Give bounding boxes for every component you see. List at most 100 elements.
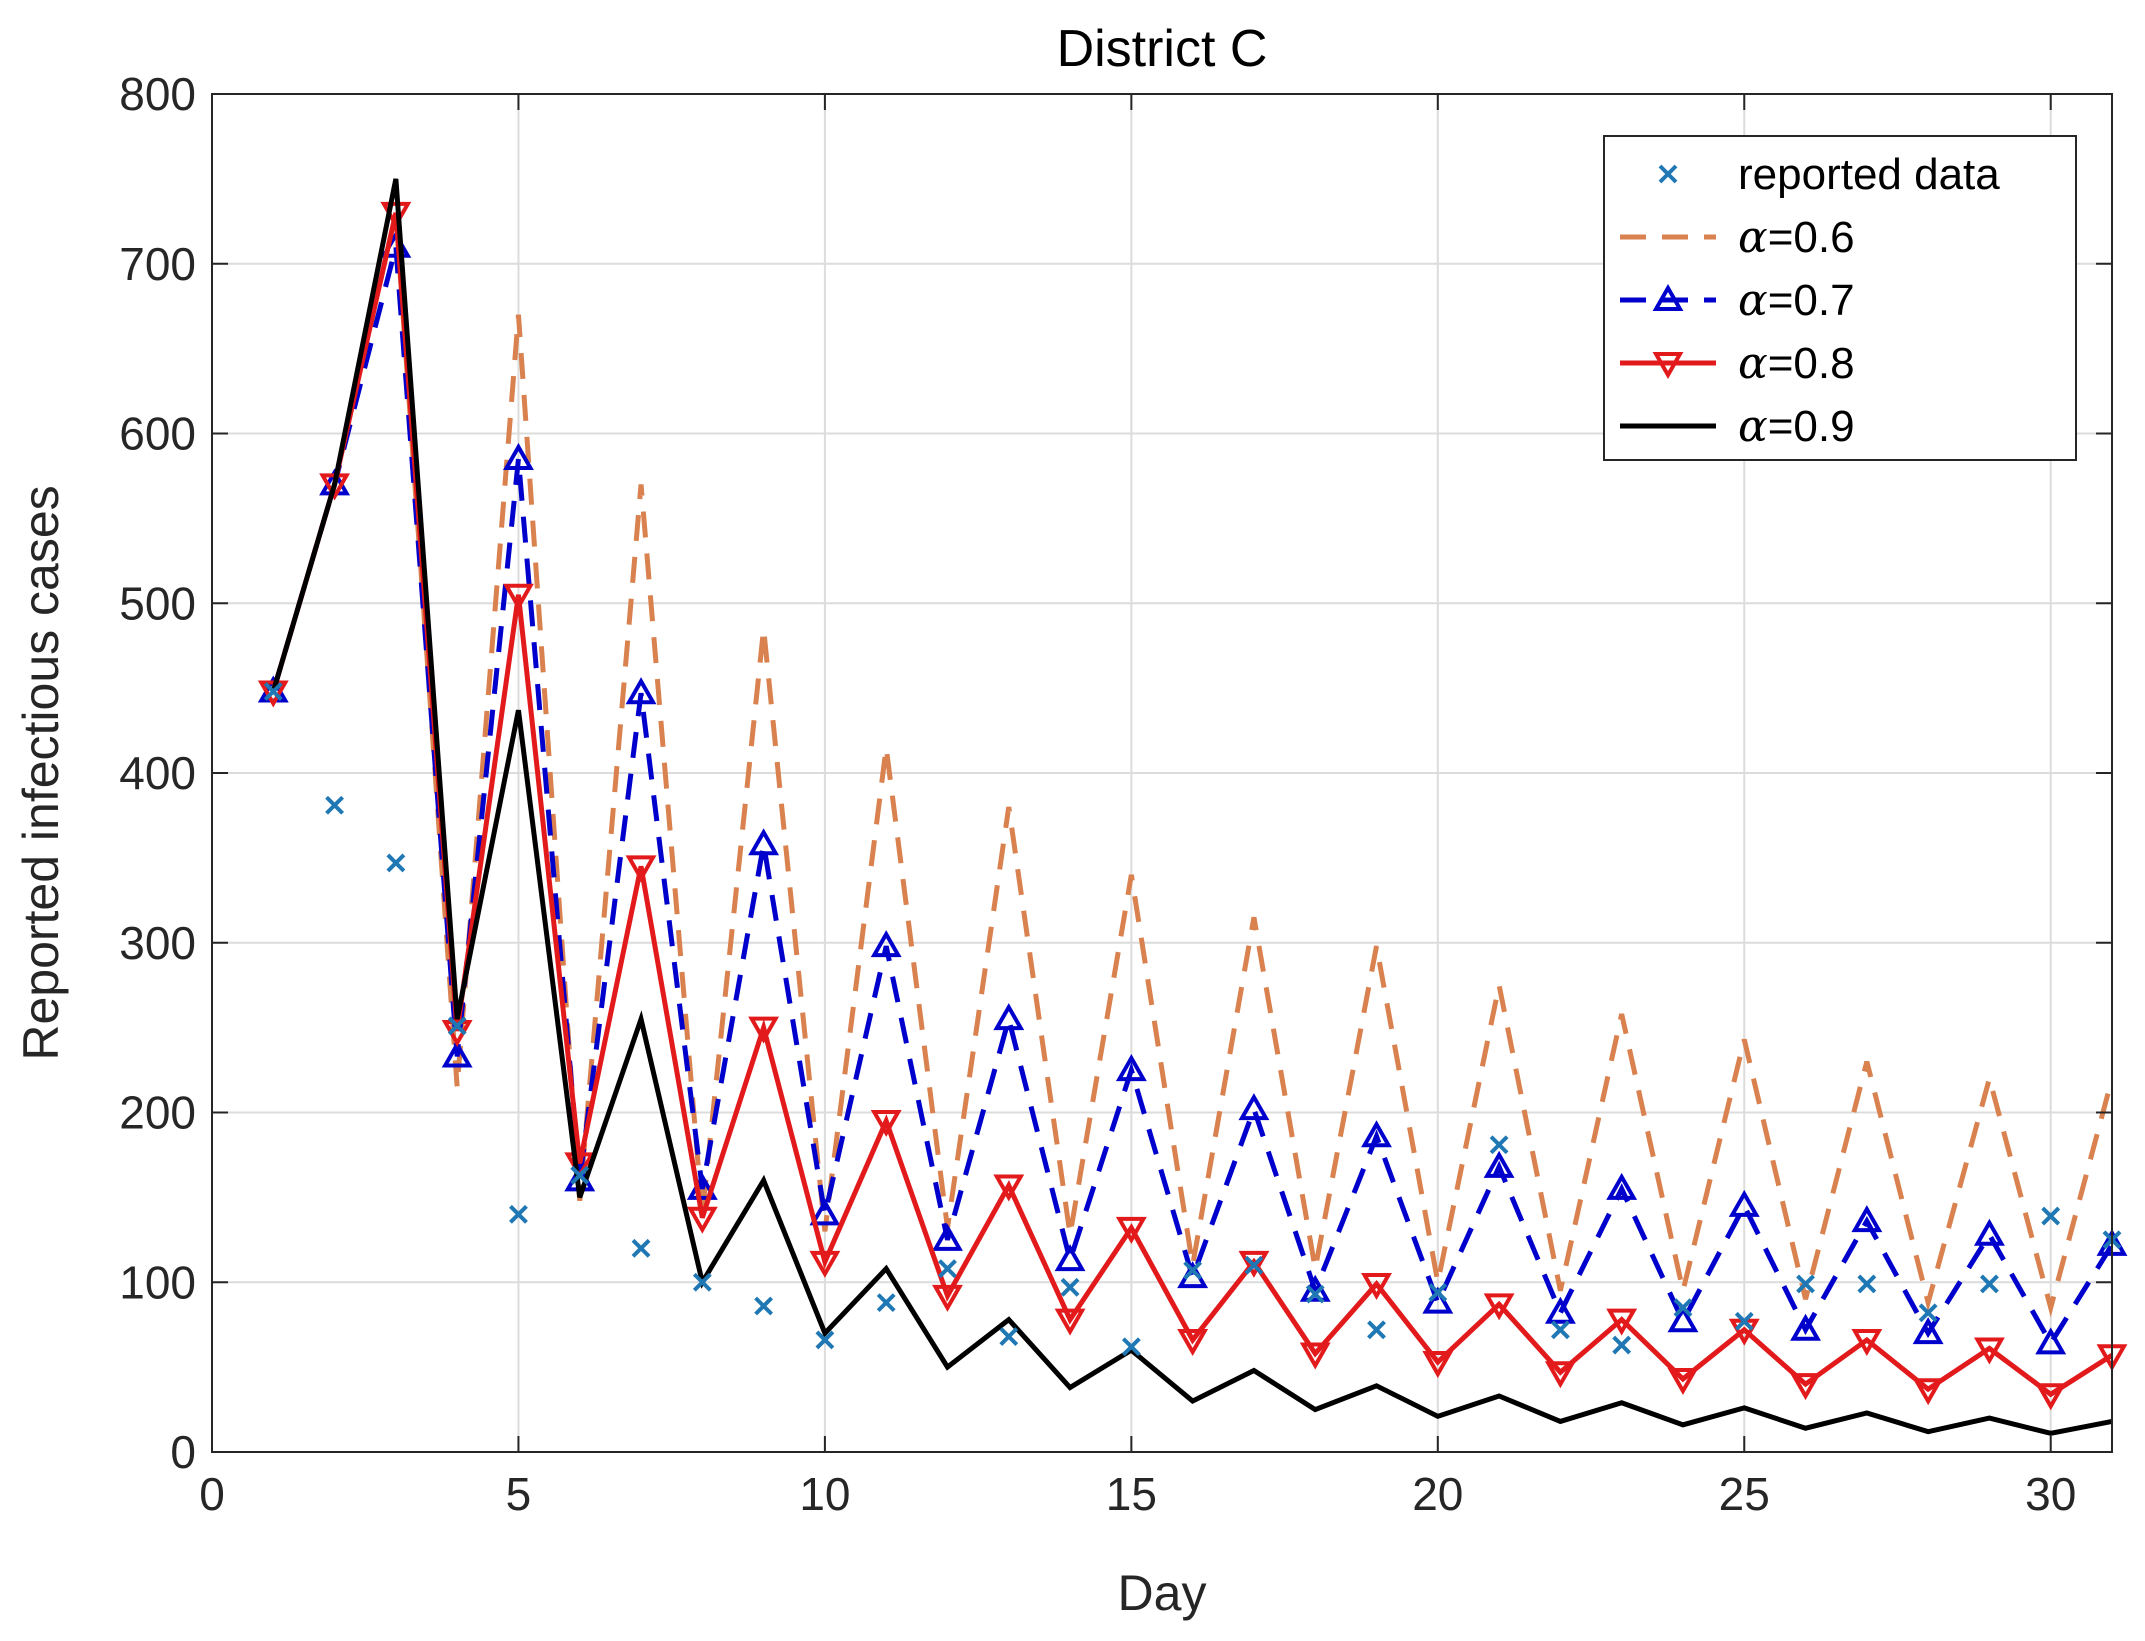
triangle-marker [1606,1172,1638,1200]
legend-marker [1652,283,1684,311]
y-tick-label: 300 [119,917,196,969]
x-marker-stroke [999,1327,1019,1346]
x-marker-stroke [1121,1337,1141,1357]
y-tick-label: 800 [119,68,196,120]
triangle-marker [2035,1327,2067,1355]
x-marker-stroke [1550,1320,1570,1340]
x-marker-stroke [631,1238,651,1258]
series-0 [263,682,2122,1357]
down-triangle-marker [870,1109,902,1138]
x-marker-stroke [1658,164,1678,184]
reported-data-point [1796,1274,1815,1294]
down-triangle-marker [1606,1308,1638,1336]
legend-value: =0.9 [1768,402,1855,451]
down-triangle-marker [1115,1216,1147,1244]
triangle-marker [625,677,657,705]
triangle-marker [1544,1296,1576,1324]
legend-item: α=0.7 [1620,275,1855,326]
down-triangle-marker [1912,1378,1944,1406]
triangle-marker [1238,1093,1270,1121]
x-marker-stroke [754,1296,774,1316]
legend-greek-alpha: α [1738,275,1768,326]
triangle-marker [1728,1189,1760,1217]
x-marker-stroke [1367,1320,1386,1340]
triangle-marker [932,1223,963,1251]
reported-data-point [1244,1255,1264,1275]
axis-ticks [211,93,2112,1453]
legend-marker [1658,164,1678,184]
reported-data-point [386,853,406,873]
down-triangle-marker [1790,1373,1821,1401]
triangle-marker [1973,1218,2005,1246]
x-axis-title: Day [1118,1565,1207,1621]
legend-item: α=0.9 [1620,401,1855,452]
reported-data-point [1550,1320,1570,1340]
x-tick-labels: 0 5 10 15 20 25 30 [199,1468,2076,1520]
triangle-marker [1483,1150,1515,1178]
reported-data-point [999,1327,1019,1346]
triangle-marker [809,1198,841,1226]
x-tick-label: 0 [199,1468,225,1520]
down-triangle-marker [1177,1328,1209,1356]
chart-title: District C [1057,20,1268,78]
down-triangle-marker [748,1016,780,1044]
y-tick-label: 500 [119,577,196,629]
legend-label: α=0.7 [1738,275,1855,326]
x-tick-label: 5 [506,1468,532,1520]
triangle-marker [1054,1244,1086,1272]
legend-label: α=0.8 [1738,338,1855,389]
x-marker-stroke [1183,1260,1203,1280]
down-triangle-marker [1238,1250,1270,1278]
y-tick-label: 700 [119,238,196,290]
legend-label: reported data [1738,150,2000,199]
x-marker-stroke [815,1330,835,1350]
triangle-marker [993,1003,1025,1031]
reported-data-point [1612,1335,1632,1355]
x-marker-stroke [1918,1303,1938,1323]
x-marker-stroke [1673,1298,1693,1318]
down-triangle-marker [503,583,534,611]
x-marker-stroke [1305,1284,1325,1304]
legend-value: =0.6 [1768,213,1855,262]
x-tick-label: 15 [1106,1468,1157,1520]
series-line [270,246,2115,1349]
reported-data-point [509,1204,528,1224]
legend-item: α=0.8 [1620,338,1855,389]
reported-data-point [938,1259,957,1279]
down-triangle-marker [809,1250,841,1278]
legend-greek-alpha: α [1738,212,1768,263]
reported-data-point [1367,1320,1386,1340]
legend-value: =0.8 [1768,339,1855,388]
legend-marker [1652,352,1684,380]
x-tick-label: 10 [799,1468,850,1520]
x-marker-stroke [1489,1135,1509,1155]
down-triangle-marker [1299,1342,1331,1370]
y-tick-label: 0 [170,1426,196,1478]
reported-data-point [1060,1277,1080,1297]
legend-value: =0.7 [1768,276,1855,325]
y-tick-label: 600 [119,408,196,460]
reported-data-point [1428,1283,1448,1302]
y-axis-title: Reported infectious cases [13,485,69,1060]
x-marker-stroke [1060,1277,1080,1297]
x-marker-stroke [1428,1283,1448,1302]
y-tick-labels: 0 100 200 300 400 500 600 700 800 [119,68,196,1478]
down-triangle-marker [2035,1383,2067,1411]
triangle-marker [870,930,902,958]
reported-data-point [325,795,344,815]
x-tick-label: 20 [1412,1468,1463,1520]
triangle-marker [1115,1054,1147,1082]
x-marker-stroke [876,1293,896,1313]
x-marker-stroke [2041,1206,2061,1226]
reported-data-point [570,1165,590,1185]
x-marker-stroke [1734,1311,1754,1331]
triangle-marker [1912,1317,1944,1345]
down-triangle-marker [1054,1308,1086,1336]
series-4 [270,178,2113,1436]
triangle-marker [1667,1305,1699,1333]
x-marker-stroke [1796,1274,1815,1294]
reported-data-point [263,682,283,701]
x-tick-label: 30 [2025,1468,2076,1520]
reported-data-point [1918,1303,1938,1323]
reported-data-point [754,1296,774,1316]
